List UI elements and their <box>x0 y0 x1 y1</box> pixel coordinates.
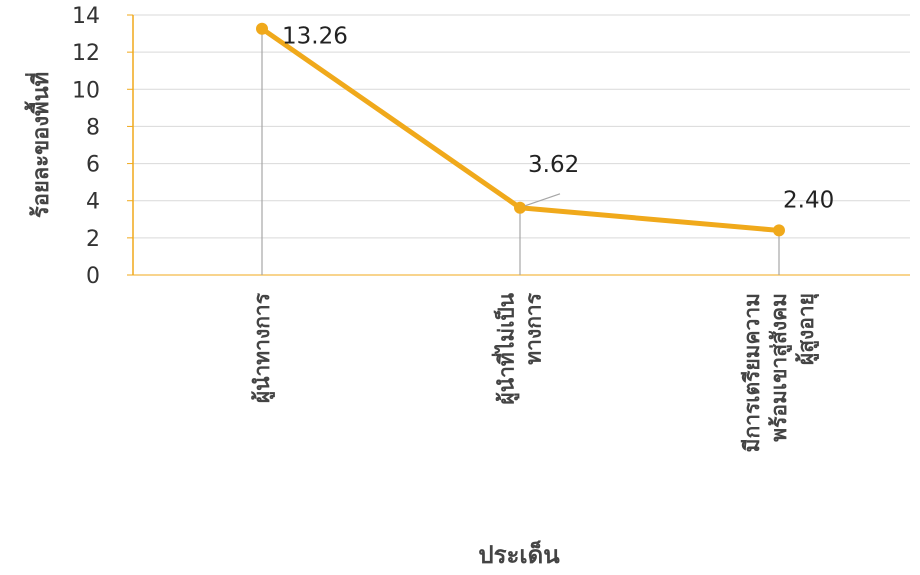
series <box>256 22 785 237</box>
category-label: มีการเตรียมความ <box>740 293 764 452</box>
x-axis-title: ประเด็น <box>478 540 560 569</box>
gridlines <box>133 14 910 276</box>
data-point <box>773 224 785 237</box>
category-label: ทางการ <box>522 292 546 364</box>
y-axis-title: ร้อยละของพื้นที่ <box>24 72 54 218</box>
category-label: ผู้สูงอายุ <box>794 293 820 365</box>
data-point <box>256 22 268 35</box>
category-label: ผู้นำทางการ <box>250 292 276 403</box>
series-line <box>259 26 782 233</box>
y-tick-label: 8 <box>86 115 100 140</box>
drop-lines <box>261 28 780 275</box>
y-tick-label: 4 <box>86 190 100 215</box>
data-labels: 13.26 3.62 2.40 <box>282 24 834 214</box>
category-label: ผู้นำที่ไม่เป็น <box>491 292 521 404</box>
category-label: พร้อมเขาสู่สังคม <box>767 293 793 442</box>
y-axis <box>127 14 134 276</box>
data-point <box>514 201 526 214</box>
category-labels: ผู้นำทางการ ผู้นำที่ไม่เป็น ทางการ มีการเตร… <box>250 292 820 452</box>
data-label: 2.40 <box>783 187 834 213</box>
y-tick-label: 2 <box>86 227 100 252</box>
y-tick-label: 10 <box>72 78 100 103</box>
y-tick-label: 12 <box>72 41 100 66</box>
data-label: 13.26 <box>282 24 348 50</box>
data-label-leader <box>524 193 561 207</box>
data-label: 3.62 <box>528 152 579 178</box>
y-tick-labels: 0 2 4 6 8 10 12 14 <box>72 4 100 289</box>
y-tick-label: 6 <box>86 153 100 178</box>
y-tick-label: 14 <box>72 4 100 29</box>
y-tick-label: 0 <box>86 264 100 289</box>
